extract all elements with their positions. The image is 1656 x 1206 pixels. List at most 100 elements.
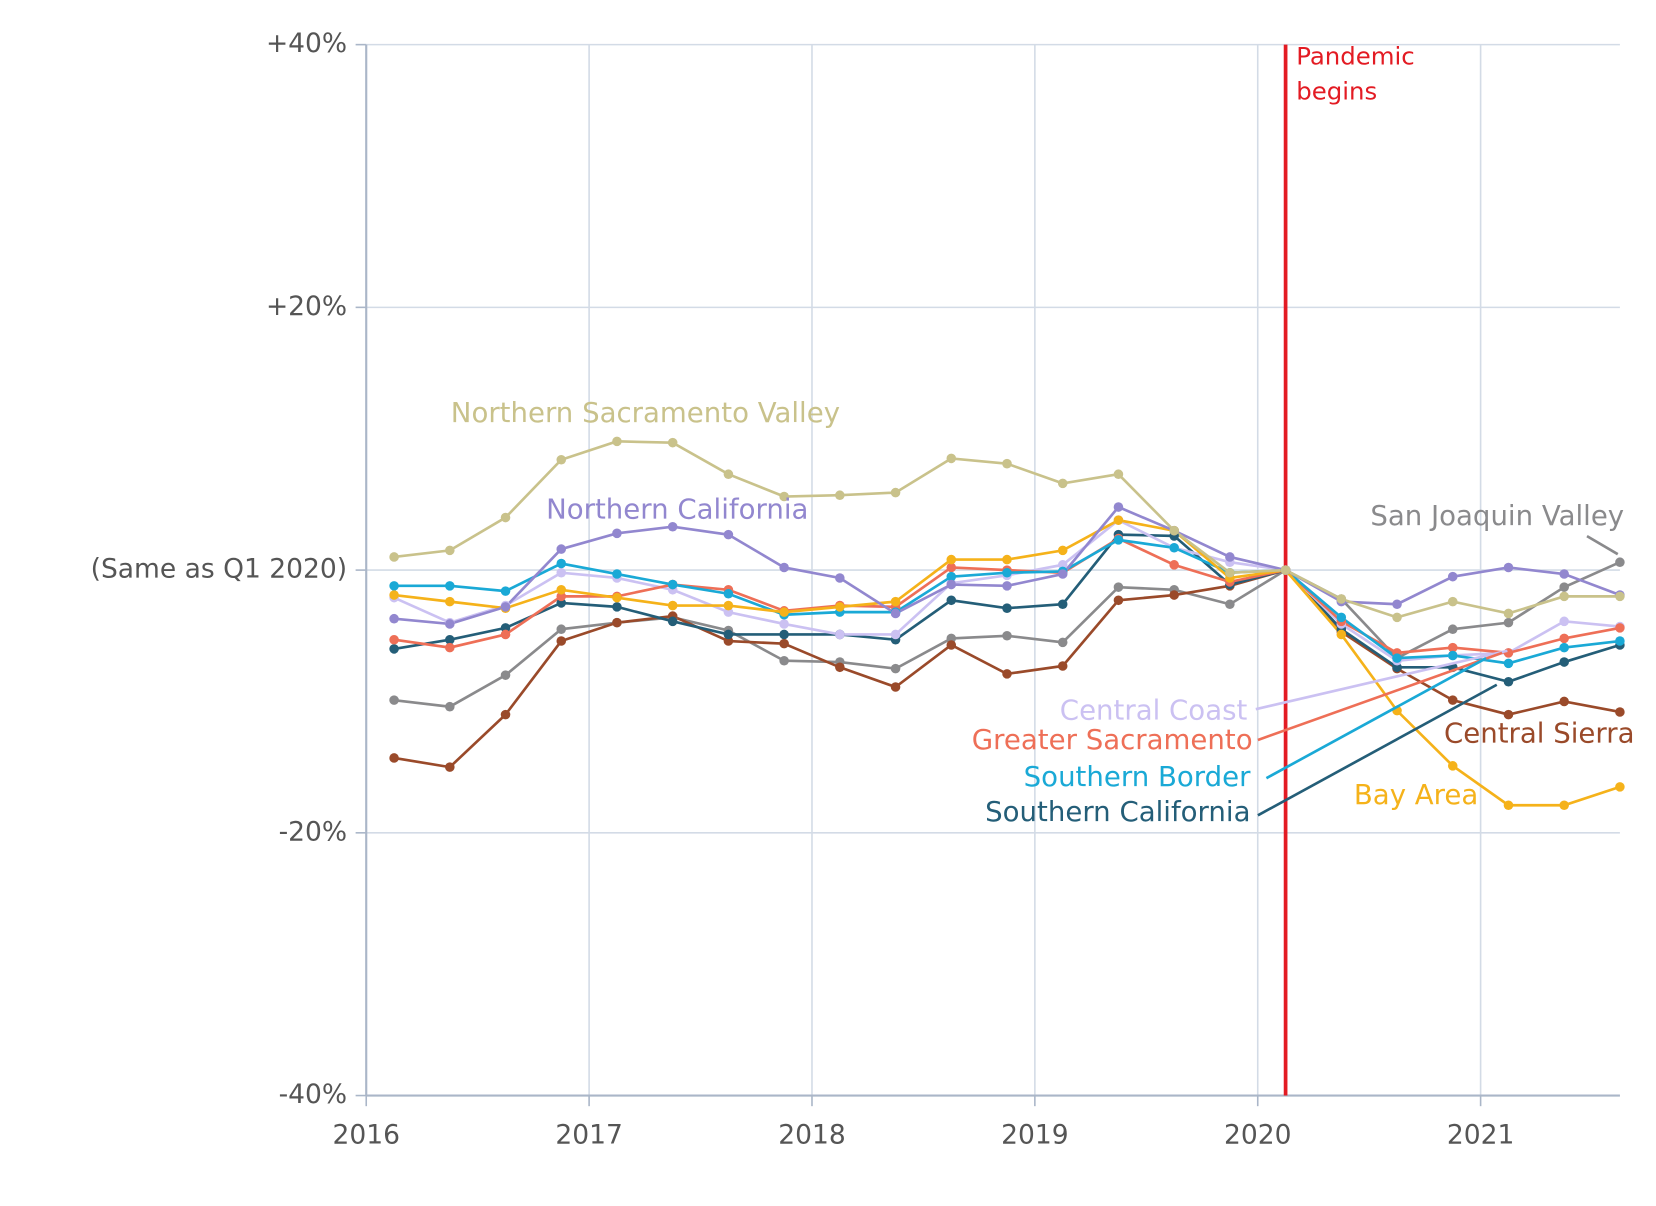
data-point [1615, 591, 1625, 602]
data-point [556, 585, 567, 595]
data-point [779, 607, 789, 617]
data-point [1169, 542, 1179, 553]
data-point [890, 629, 901, 640]
data-point [835, 573, 845, 583]
data-point [389, 634, 399, 645]
data-point [556, 624, 567, 634]
y-tick-label: (Same as Q1 2020) [91, 554, 347, 585]
data-point [500, 623, 511, 633]
x-tick-label: 2016 [332, 1119, 399, 1150]
data-point [389, 695, 399, 705]
data-point [723, 469, 734, 479]
data-point [1280, 565, 1291, 575]
data-point [1559, 616, 1569, 627]
data-point [1392, 653, 1402, 663]
data-point [1113, 582, 1124, 592]
data-point [1559, 642, 1569, 653]
annotation-text: begins [1296, 76, 1377, 105]
annotation-text: Pandemic [1296, 41, 1415, 70]
data-point [1113, 502, 1124, 512]
data-point [1336, 629, 1347, 640]
data-point [389, 753, 399, 763]
data-point [1002, 581, 1012, 591]
data-point [556, 591, 567, 602]
data-point [1002, 669, 1012, 679]
series-label: Northern Sacramento Valley [451, 396, 840, 429]
data-point [723, 629, 734, 640]
series-label: Bay Area [1354, 778, 1478, 811]
data-point [946, 571, 957, 582]
data-point [500, 709, 511, 720]
data-point [612, 592, 622, 603]
data-point [389, 581, 399, 591]
data-point [1503, 800, 1514, 811]
data-point [779, 655, 789, 666]
data-point [612, 602, 622, 612]
data-point [667, 616, 678, 627]
data-point [667, 579, 678, 590]
data-point [445, 619, 455, 629]
y-tick-label: -40% [279, 1079, 348, 1110]
data-point [946, 633, 957, 644]
data-point [1615, 623, 1625, 633]
leader-line [1257, 683, 1498, 817]
x-tick-label: 2017 [555, 1119, 622, 1150]
data-point [1503, 676, 1514, 687]
data-point [445, 596, 455, 607]
data-point [1225, 552, 1235, 562]
data-point [1002, 458, 1012, 469]
data-point [500, 602, 511, 612]
data-point [1057, 661, 1068, 671]
data-point [1002, 603, 1012, 613]
data-point [1392, 662, 1402, 673]
y-tick-label: +40% [266, 28, 347, 59]
data-point [1057, 637, 1068, 648]
data-point [1615, 707, 1625, 717]
data-point [723, 636, 734, 646]
data-point [1447, 695, 1458, 705]
data-point [1559, 696, 1569, 707]
series-label: Southern Border [1024, 760, 1251, 793]
series-label: San Joaquin Valley [1370, 499, 1624, 532]
data-point [890, 596, 901, 607]
data-point [1503, 617, 1514, 628]
data-point [1447, 596, 1458, 607]
data-point [1057, 599, 1068, 610]
data-point [1447, 642, 1458, 653]
data-point [1615, 636, 1625, 646]
data-point [835, 490, 845, 500]
data-point [612, 617, 622, 628]
data-point [1225, 567, 1235, 578]
data-point [1057, 560, 1068, 570]
data-point [723, 529, 734, 540]
data-point [779, 491, 789, 502]
data-point [445, 581, 455, 591]
data-point [946, 554, 957, 565]
data-point [835, 662, 845, 673]
data-point [612, 569, 622, 579]
data-point [890, 487, 901, 498]
data-point [1169, 560, 1179, 570]
data-point [946, 595, 957, 606]
data-point [1169, 590, 1179, 600]
series-label: Southern California [985, 795, 1250, 828]
data-point [1113, 535, 1124, 545]
data-point [1559, 800, 1569, 811]
data-point [1002, 630, 1012, 641]
series-label: Central Sierra [1444, 717, 1635, 750]
data-point [1392, 612, 1402, 623]
data-point [946, 640, 957, 650]
data-point [1057, 545, 1068, 556]
data-point [1225, 599, 1235, 610]
x-tick-label: 2021 [1447, 1119, 1514, 1150]
data-point [556, 567, 567, 578]
leader-line [1257, 651, 1503, 742]
series-label: Central Coast [1060, 693, 1248, 726]
data-point [556, 454, 567, 465]
data-point [1113, 469, 1124, 479]
data-point [1559, 582, 1569, 592]
data-point [1447, 571, 1458, 582]
data-point [1447, 624, 1458, 634]
leader-line [1255, 649, 1508, 711]
